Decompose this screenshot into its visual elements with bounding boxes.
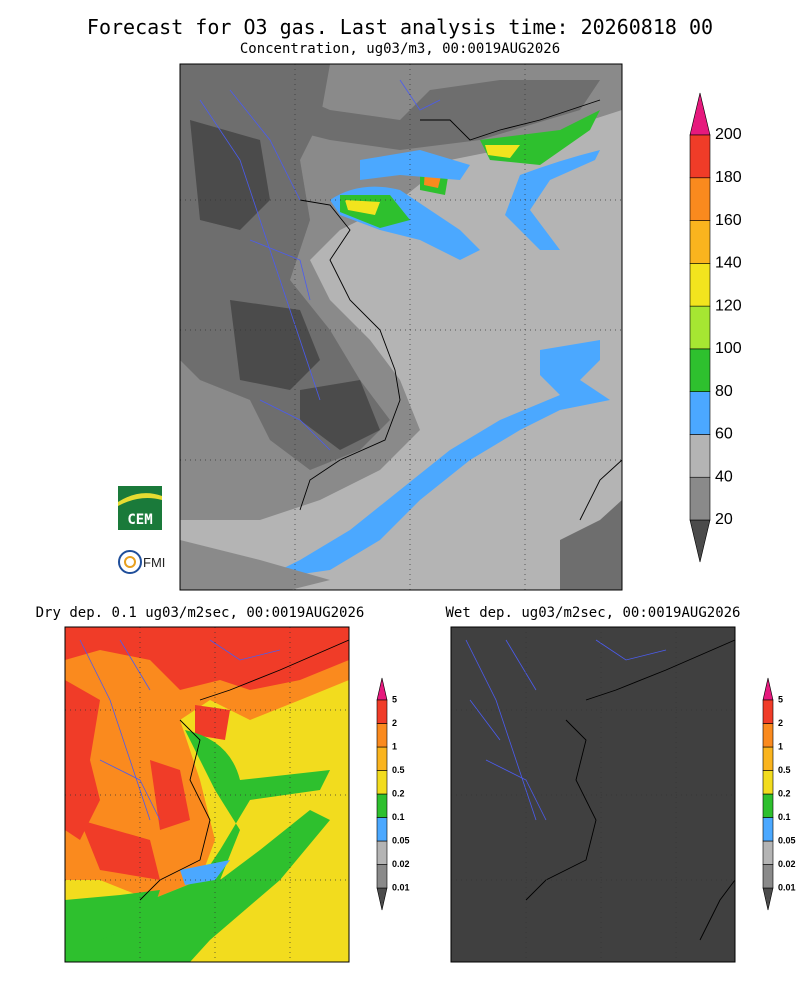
- colorbar-lower-triangle: [762, 887, 774, 911]
- colorbar-label: 1: [392, 741, 397, 751]
- colorbar-label: 120: [715, 297, 742, 314]
- colorbar-segment: [689, 476, 711, 521]
- colorbar-upper-triangle: [376, 677, 388, 701]
- colorbar-label: 0.1: [778, 812, 791, 822]
- colorbar-segment: [689, 263, 711, 307]
- fmi-logo: FMI: [118, 550, 165, 574]
- colorbar-label: 100: [715, 340, 742, 357]
- colorbar-label: 60: [715, 426, 733, 443]
- colorbar-segment: [762, 817, 774, 842]
- colorbar-segment: [689, 134, 711, 179]
- colorbar-label: 80: [715, 383, 733, 400]
- colorbar-label: 180: [715, 169, 742, 186]
- colorbar-label: 2: [392, 718, 397, 728]
- cem-text: CEM: [127, 512, 152, 528]
- colorbar-segment: [376, 699, 388, 724]
- colorbar-label: 5: [778, 694, 783, 704]
- colorbar-upper-triangle: [762, 677, 774, 701]
- colorbar-segment: [689, 391, 711, 435]
- colorbar-segment: [376, 840, 388, 865]
- colorbar-segment: [376, 793, 388, 818]
- colorbar-lower-triangle: [689, 519, 711, 563]
- colorbar-label: 40: [715, 468, 733, 485]
- colorbar-segment: [689, 434, 711, 478]
- colorbar-segment: [376, 864, 388, 889]
- colorbar-label: 0.05: [778, 835, 796, 845]
- cem-logo: CEM: [118, 486, 162, 530]
- colorbar-label: 0.01: [392, 882, 410, 892]
- colorbar-segment: [376, 746, 388, 771]
- colorbar-label: 140: [715, 255, 742, 272]
- colorbar-label: 0.5: [778, 765, 791, 775]
- colorbar-segment: [762, 746, 774, 771]
- colorbar-label: 20: [715, 511, 733, 528]
- colorbar-segment: [689, 220, 711, 264]
- colorbar-label: 0.2: [392, 788, 405, 798]
- colorbar-label: 1: [778, 741, 783, 751]
- colorbar-segment: [762, 770, 774, 795]
- colorbar-label: 2: [778, 718, 783, 728]
- colorbar-segment: [376, 817, 388, 842]
- colorbar-segment: [762, 864, 774, 889]
- colorbar-label: 0.1: [392, 812, 405, 822]
- dry-title: Dry dep. 0.1 ug03/m2sec, 00:0019AUG2026: [36, 605, 365, 621]
- colorbar-segment: [689, 348, 711, 392]
- colorbar-segment: [376, 723, 388, 748]
- colorbar-upper-triangle: [689, 92, 711, 136]
- colorbar-segment: [689, 177, 711, 221]
- colorbar-label: 0.01: [778, 882, 796, 892]
- colorbar-segment: [762, 723, 774, 748]
- colorbar-label: 160: [715, 212, 742, 229]
- main-map: [179, 63, 623, 591]
- main-subtitle: Concentration, ug03/m3, 00:0019AUG2026: [240, 41, 560, 57]
- wet-map: [450, 626, 736, 963]
- colorbar-label: 0.02: [392, 859, 410, 869]
- colorbar-segment: [376, 770, 388, 795]
- colorbar-label: 200: [715, 126, 742, 143]
- colorbar-segment: [762, 793, 774, 818]
- colorbar-label: 0.2: [778, 788, 791, 798]
- colorbar-label: 0.05: [392, 835, 410, 845]
- colorbar-label: 0.02: [778, 859, 796, 869]
- colorbar-label: 5: [392, 694, 397, 704]
- colorbar-segment: [689, 305, 711, 350]
- fmi-text: FMI: [143, 555, 165, 570]
- colorbar-segment: [762, 699, 774, 724]
- colorbar-label: 0.5: [392, 765, 405, 775]
- dry-map: [64, 626, 350, 963]
- wet-title: Wet dep. ug03/m2sec, 00:0019AUG2026: [445, 605, 740, 621]
- page-title: Forecast for O3 gas. Last analysis time:…: [87, 15, 713, 39]
- colorbar-lower-triangle: [376, 887, 388, 911]
- colorbar-segment: [762, 840, 774, 865]
